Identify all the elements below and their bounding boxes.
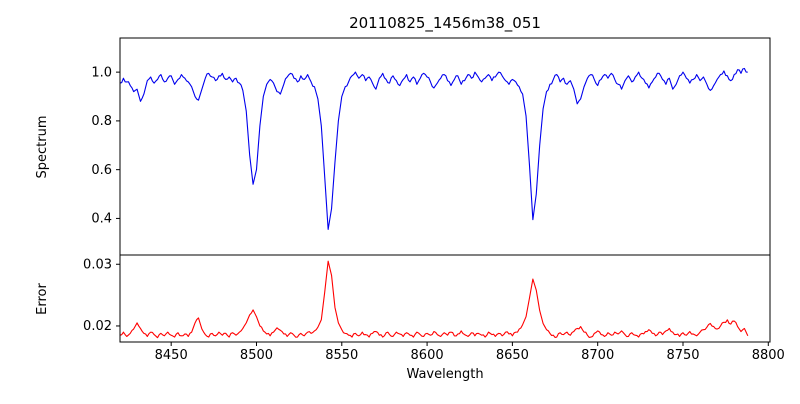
spectrum-y-tick-label: 0.8 — [91, 114, 112, 129]
x-tick-label: 8600 — [411, 348, 444, 363]
x-axis-label: Wavelength — [406, 367, 483, 382]
x-tick-label: 8450 — [155, 348, 188, 363]
spectrum-y-axis-label: Spectrum — [35, 116, 50, 179]
spectrum-y-tick-label: 0.6 — [91, 163, 112, 178]
error-frame — [119, 254, 771, 343]
x-tick-label: 8650 — [496, 348, 529, 363]
spectrum-line — [120, 67, 748, 230]
spectrum-panel: 0.4 0.6 0.8 1.0 — [91, 37, 771, 256]
chart-title: 20110825_1456m38_051 — [349, 14, 541, 33]
error-y-tick-label: 0.02 — [83, 319, 112, 334]
spectrum-y-tick-label: 1.0 — [91, 65, 112, 80]
spectrum-frame — [119, 37, 771, 256]
error-line — [120, 260, 749, 339]
error-y-tick-label: 0.03 — [83, 258, 112, 273]
error-y-axis-label: Error — [35, 283, 50, 315]
x-tick-label: 8550 — [325, 348, 358, 363]
x-axis: 8450 8500 8550 8600 8650 8700 8750 8800 — [155, 342, 785, 363]
x-tick-label: 8800 — [752, 348, 785, 363]
x-tick-label: 8750 — [666, 348, 699, 363]
error-panel: 0.02 0.03 — [83, 254, 771, 343]
x-tick-label: 8500 — [240, 348, 273, 363]
spectrum-y-tick-label: 0.4 — [91, 212, 112, 227]
x-tick-label: 8700 — [581, 348, 614, 363]
